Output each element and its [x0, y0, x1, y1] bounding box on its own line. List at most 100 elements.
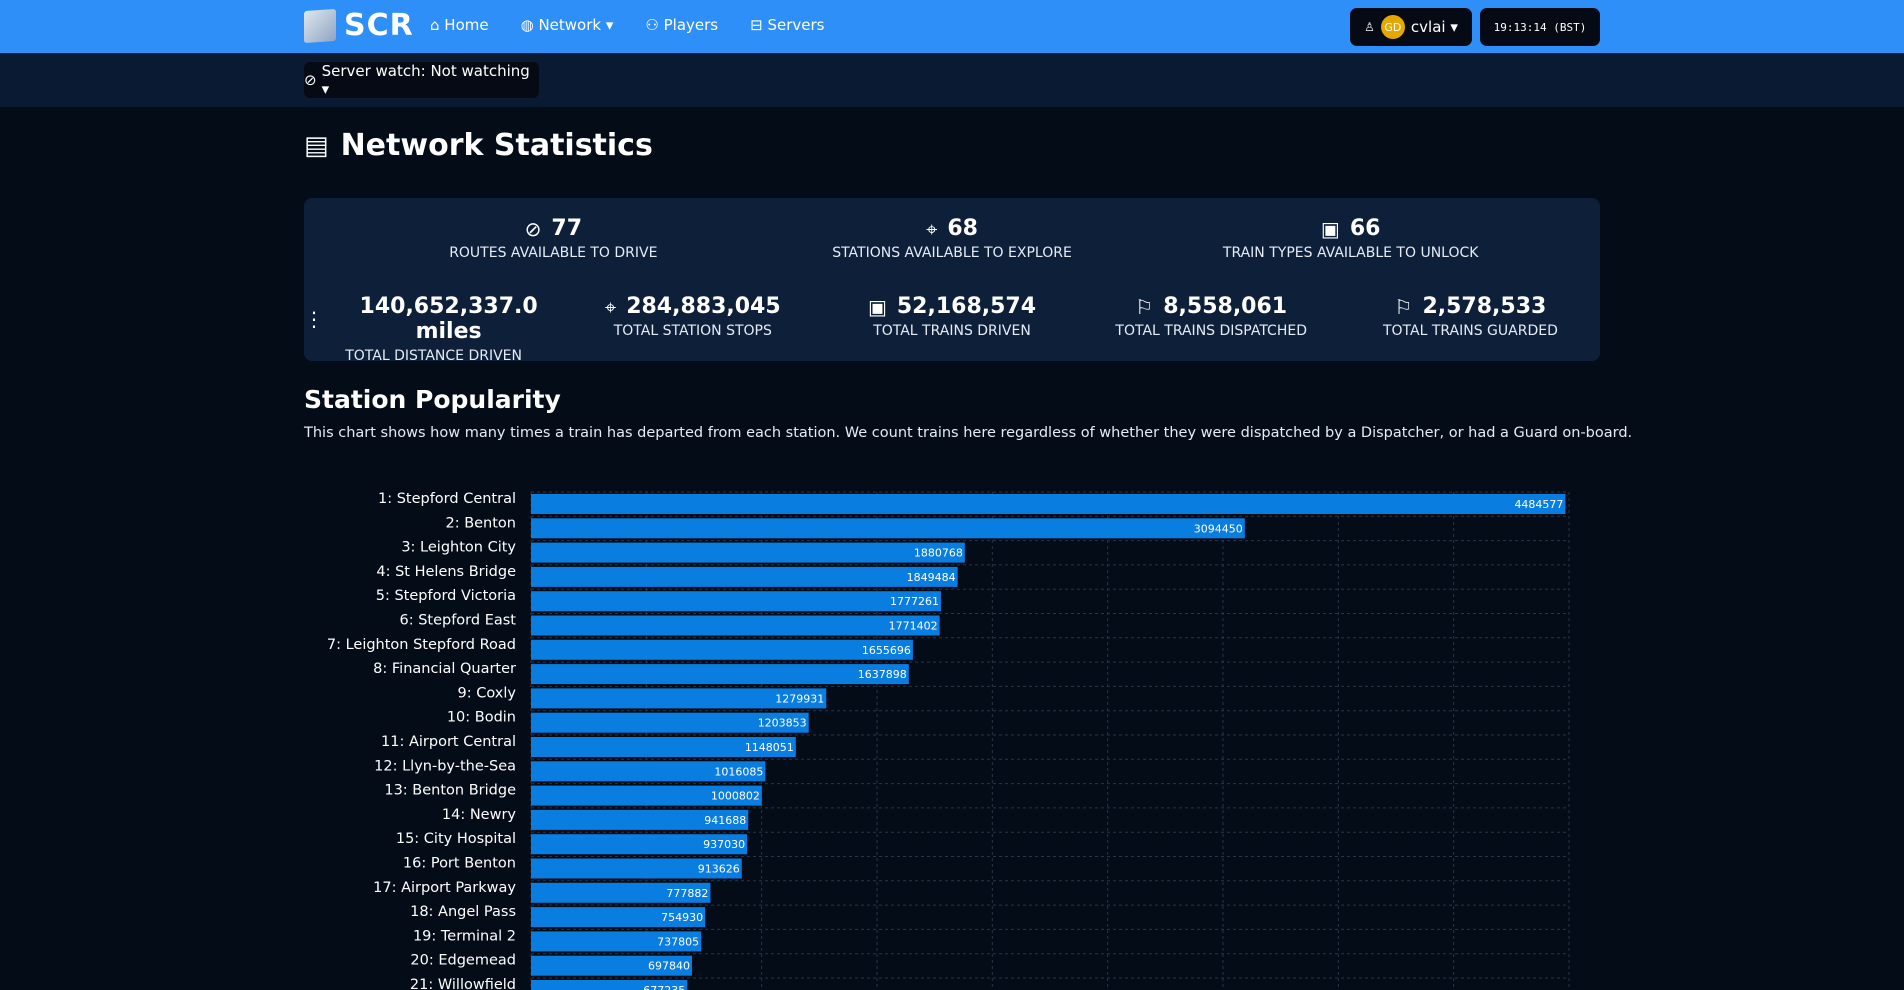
bar-value-label: 1016085: [714, 765, 763, 778]
category-label: 15: City Hospital: [396, 831, 516, 847]
category-label: 6: Stepford East: [399, 613, 516, 629]
bar: [531, 664, 909, 685]
bar: [531, 931, 702, 952]
stat-item: ⋮ 140,652,337.0 miles TOTAL DISTANCE DRIVE…: [304, 294, 563, 364]
dots-icon: ⋮: [304, 307, 324, 331]
bar-value-label: 1637898: [858, 668, 907, 681]
pin-icon: ⌖: [604, 294, 617, 319]
bar: [531, 494, 1566, 514]
brand-text: SCR: [344, 8, 414, 43]
stat-item: ⌖ 284,883,045 TOTAL STATION STOPS: [563, 294, 822, 364]
bar-value-label: 937030: [703, 838, 745, 851]
bar: [531, 834, 748, 855]
category-label: 10: Bodin: [447, 710, 516, 726]
bar: [531, 785, 762, 806]
bar-value-label: 3094450: [1194, 522, 1243, 535]
stat-value: 2,578,533: [1422, 294, 1547, 319]
eye-slash-icon: ⊘: [304, 71, 317, 89]
bar-value-label: 1279931: [775, 692, 824, 705]
people-icon: ⚇: [645, 16, 664, 34]
clock: 19:13:14 (BST): [1480, 8, 1600, 46]
flag-icon: ⚐: [1394, 294, 1413, 319]
category-label: 2: Benton: [445, 515, 516, 531]
bar-value-label: 941688: [704, 814, 746, 827]
bar: [531, 591, 941, 612]
chart-file-icon: ▤: [304, 130, 329, 161]
nav-network[interactable]: ◍ Network ▾: [521, 16, 614, 34]
stat-item: ⊘ 77 ROUTES AVAILABLE TO DRIVE: [354, 216, 753, 261]
nav-players-label: Players: [663, 16, 719, 34]
stat-value: 66: [1349, 216, 1381, 241]
bar: [531, 518, 1245, 539]
globe-icon: ◍: [520, 16, 539, 34]
nav-network-label: Network ▾: [538, 16, 614, 34]
bar: [531, 712, 809, 733]
stat-item: ⚐ 2,578,533 TOTAL TRAINS GUARDED: [1341, 294, 1600, 364]
nav-players[interactable]: ⚇ Players: [645, 16, 718, 34]
category-label: 13: Benton Bridge: [384, 783, 516, 799]
logo-icon: [304, 8, 336, 43]
stat-label: TOTAL DISTANCE DRIVEN: [345, 348, 522, 364]
stat-label: TOTAL TRAINS DRIVEN: [873, 323, 1031, 339]
category-label: 8: Financial Quarter: [373, 661, 516, 677]
flag-icon: ⚐: [1135, 294, 1154, 319]
train-icon: ▣: [867, 294, 887, 319]
category-label: 19: Terminal 2: [413, 928, 516, 944]
category-label: 17: Airport Parkway: [373, 880, 516, 896]
bar-value-label: 1655696: [862, 644, 911, 657]
user-menu-button[interactable]: ♙ GD cvlai ▾: [1350, 8, 1472, 46]
bar: [531, 882, 711, 903]
category-label: 20: Edgemead: [410, 953, 516, 969]
bar-value-label: 1849484: [907, 571, 956, 584]
train-icon: ▣: [1320, 216, 1340, 241]
category-label: 12: Llyn-by-the-Sea: [374, 758, 516, 774]
category-label: 5: Stepford Victoria: [376, 588, 516, 604]
page-title: ▤ Network Statistics: [304, 128, 653, 163]
avatar: GD: [1380, 15, 1405, 39]
stat-item: ⌖ 68 STATIONS AVAILABLE TO EXPLORE: [753, 216, 1152, 261]
bar-value-label: 697840: [648, 960, 690, 973]
compass-icon: ⊘: [524, 216, 542, 241]
category-label: 1: Stepford Central: [378, 491, 516, 507]
bar-value-label: 1777261: [890, 595, 939, 608]
stat-value: 8,558,061: [1163, 294, 1288, 319]
station-popularity-chart: 4484577 1: Stepford Central 3094450 2: Bent…: [327, 491, 1570, 990]
subbar: ⊘ Server watch: Not watching ▾: [0, 53, 1904, 107]
bar: [531, 688, 827, 709]
category-label: 16: Port Benton: [403, 856, 516, 872]
stat-item: ▣ 66 TRAIN TYPES AVAILABLE TO UNLOCK: [1151, 216, 1550, 261]
bar-value-label: 737805: [657, 935, 699, 948]
category-label: 18: Angel Pass: [410, 904, 516, 920]
username: cvlai ▾: [1410, 18, 1458, 36]
nav-servers[interactable]: ⊟ Servers: [750, 16, 824, 34]
category-label: 3: Leighton City: [401, 540, 516, 556]
bar: [531, 907, 706, 928]
server-watch-label: Server watch: Not watching ▾: [321, 62, 530, 98]
home-icon: ⌂: [430, 16, 445, 34]
bar-value-label: 1880768: [914, 547, 963, 560]
section-title: Station Popularity: [304, 385, 561, 414]
bar: [531, 980, 688, 990]
server-watch-dropdown[interactable]: ⊘ Server watch: Not watching ▾: [304, 62, 539, 98]
stat-value: 140,652,337.0 miles: [359, 294, 538, 344]
server-icon: ⊟: [750, 16, 768, 34]
bar-value-label: 1771402: [889, 620, 938, 633]
bar-value-label: 1148051: [745, 741, 794, 754]
bar: [531, 809, 749, 830]
stat-item: ▣ 52,168,574 TOTAL TRAINS DRIVEN: [822, 294, 1081, 364]
bar: [531, 639, 913, 660]
stat-label: TOTAL TRAINS GUARDED: [1382, 323, 1558, 339]
category-label: 21: Willowfield: [410, 977, 516, 990]
nav-servers-label: Servers: [767, 16, 825, 34]
nav-home-label: Home: [444, 16, 489, 34]
bar: [531, 615, 940, 636]
stat-value: 77: [551, 216, 583, 241]
stat-item: ⚐ 8,558,061 TOTAL TRAINS DISPATCHED: [1082, 294, 1341, 364]
brand-link[interactable]: SCR: [304, 8, 414, 43]
category-label: 7: Leighton Stepford Road: [327, 637, 516, 653]
nav-home[interactable]: ⌂ Home: [430, 16, 489, 34]
stat-value: 52,168,574: [896, 294, 1037, 319]
bar: [531, 955, 692, 976]
bar: [531, 858, 742, 879]
stat-value: 284,883,045: [626, 294, 781, 319]
